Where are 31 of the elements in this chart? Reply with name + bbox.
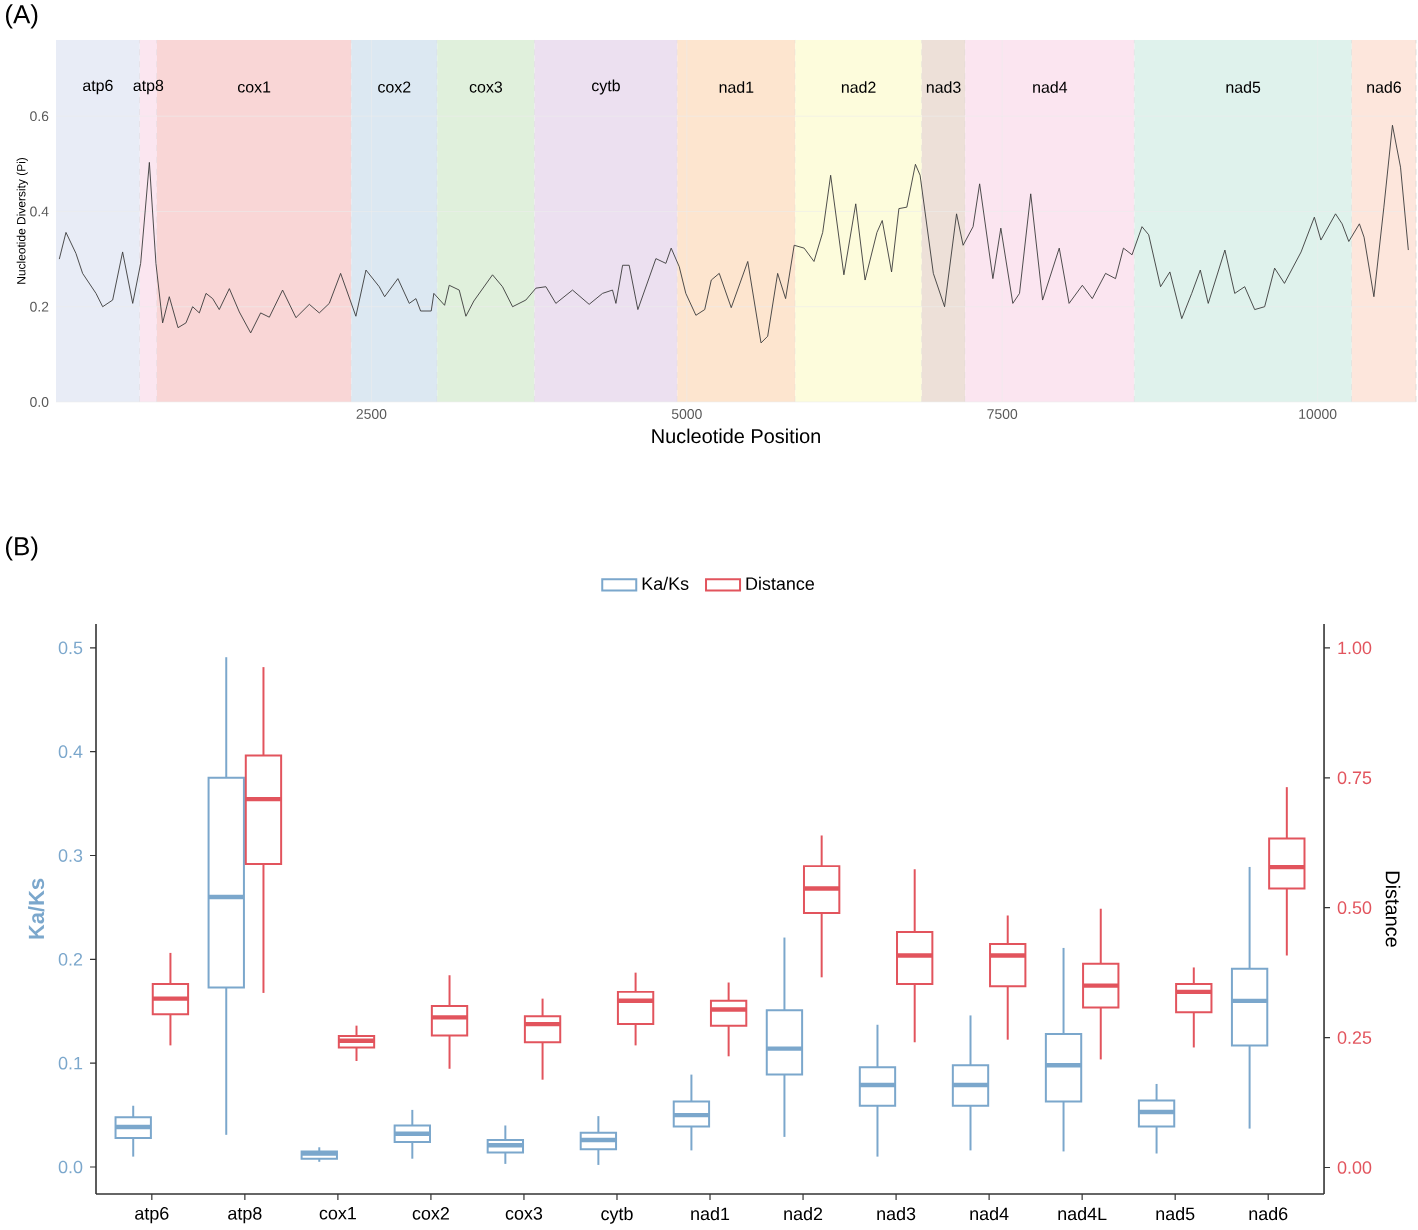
x-tick-label: nad4 xyxy=(970,1206,1009,1221)
x-tick-label: nad3 xyxy=(877,1206,916,1221)
x-tick-label: cox1 xyxy=(319,1206,356,1220)
x-tick-label: atp6 xyxy=(135,1206,169,1224)
y2-tick-label: 0.25 xyxy=(1337,1031,1372,1044)
y-tick-label: 0.3 xyxy=(58,848,83,862)
legend-label: Distance xyxy=(746,576,814,590)
x-tick-label: nad2 xyxy=(784,1206,823,1221)
y-tick-label: 0.4 xyxy=(58,745,83,758)
x-tick-label: atp8 xyxy=(228,1206,262,1224)
x-tick-label: nad1 xyxy=(691,1206,730,1221)
chart-title: (A) xyxy=(5,4,38,29)
y2-tick-label: 1.00 xyxy=(1338,641,1372,655)
x-tick-label: nad5 xyxy=(1156,1206,1195,1221)
x-tick-label: nad6 xyxy=(1249,1206,1288,1221)
y2-axis-title: Distance xyxy=(1385,871,1401,947)
y-tick-label: 0.1 xyxy=(58,1056,83,1070)
y-tick-label: 0.2 xyxy=(58,952,83,966)
x-tick-label: cytb xyxy=(601,1206,633,1224)
y2-tick-label: 0.00 xyxy=(1337,1160,1372,1174)
x-tick-label: nad4L xyxy=(1058,1206,1107,1221)
x-axis-title: Nucleotide Position xyxy=(652,428,820,444)
y2-tick-label: 0.75 xyxy=(1337,771,1372,784)
y-axis-title: Ka/Ks xyxy=(28,878,45,939)
y-tick-label: 0.5 xyxy=(58,641,83,655)
x-tick-label: cox2 xyxy=(412,1206,449,1220)
y-tick-label: 0.0 xyxy=(58,1160,83,1174)
chart-title: (B) xyxy=(5,536,38,561)
legend-label: Ka/Ks xyxy=(642,576,689,590)
x-tick-label: cox3 xyxy=(505,1206,543,1220)
y2-tick-label: 0.50 xyxy=(1337,901,1372,914)
